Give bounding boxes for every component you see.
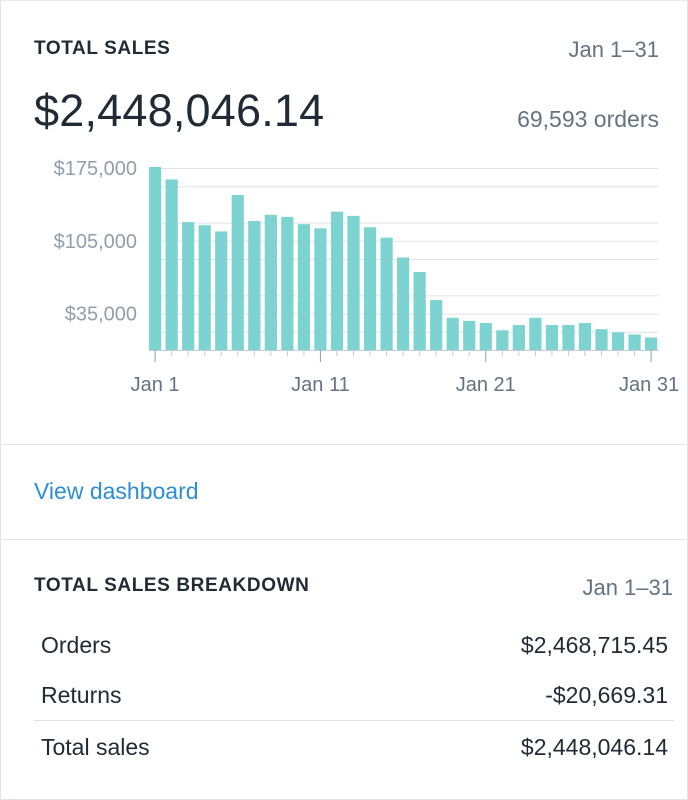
total-sales-value: $2,448,046.14 [34, 85, 325, 136]
row-value: $2,468,715.45 [520, 632, 668, 658]
x-tick-label: Jan 21 [456, 374, 516, 396]
x-tick-label: Jan 1 [131, 374, 180, 396]
bar [545, 325, 558, 350]
bar [645, 337, 658, 350]
bar [149, 166, 162, 350]
bar [413, 272, 426, 350]
bar [297, 224, 310, 350]
bar [628, 334, 641, 350]
bar [496, 330, 509, 350]
y-axis-tick-labels: $35,000 $105,000 $175,000 [54, 158, 137, 326]
chart-bars [149, 166, 658, 350]
section-title: TOTAL SALES [34, 38, 171, 59]
bar [248, 221, 261, 350]
bar [231, 195, 244, 350]
y-tick-label: $175,000 [54, 158, 137, 180]
orders-count: 69,593 orders [517, 106, 659, 132]
bar [397, 257, 410, 350]
bar [165, 179, 178, 350]
bar [182, 222, 195, 350]
bar [529, 317, 542, 350]
date-range: Jan 1–31 [568, 37, 659, 62]
bar [363, 227, 377, 350]
bar [430, 300, 443, 350]
breakdown-row-total-sales: Total sales $2,448,046.14 [34, 734, 668, 784]
bar [578, 322, 592, 350]
x-tick-label: Jan 11 [291, 374, 350, 396]
breakdown-row-orders: Orders $2,468,715.45 [34, 632, 668, 682]
bar [611, 332, 625, 350]
breakdown-title: TOTAL SALES BREAKDOWN [34, 575, 310, 596]
x-tick-label: Jan 31 [619, 374, 679, 396]
section-divider [1, 539, 687, 540]
bar [330, 211, 344, 350]
bar [380, 237, 393, 350]
bar [347, 215, 360, 350]
row-value: $2,448,046.14 [520, 734, 668, 760]
row-label: Returns [41, 682, 122, 708]
bar [314, 228, 327, 350]
row-label: Orders [41, 632, 112, 658]
x-axis-tick-labels: Jan 1 Jan 11 Jan 21 Jan 31 [131, 374, 679, 396]
bar [595, 329, 608, 350]
y-tick-label: $105,000 [54, 231, 137, 253]
bar [264, 214, 277, 350]
row-divider [34, 720, 674, 721]
bar [512, 325, 525, 350]
daily-sales-bar-chart: $35,000 $105,000 $175,000 Jan 1 Jan 11 Jan 2… [54, 158, 680, 396]
bar [562, 325, 575, 350]
bar [198, 225, 211, 350]
y-tick-label: $35,000 [65, 304, 137, 326]
bar [281, 216, 294, 350]
bar [446, 317, 459, 350]
total-sales-section: TOTAL SALES Jan 1–31 $2,448,046.14 69,59… [1, 1, 687, 444]
bar [215, 231, 228, 350]
row-value: -$20,669.31 [545, 682, 668, 708]
breakdown-date-range: Jan 1–31 [582, 575, 673, 600]
bar [463, 320, 476, 350]
bar [479, 322, 492, 350]
view-dashboard-link[interactable]: View dashboard [34, 478, 199, 504]
row-label: Total sales [41, 734, 150, 760]
breakdown-row-returns: Returns -$20,669.31 [34, 682, 668, 732]
x-axis [149, 350, 659, 362]
section-divider [1, 444, 687, 445]
